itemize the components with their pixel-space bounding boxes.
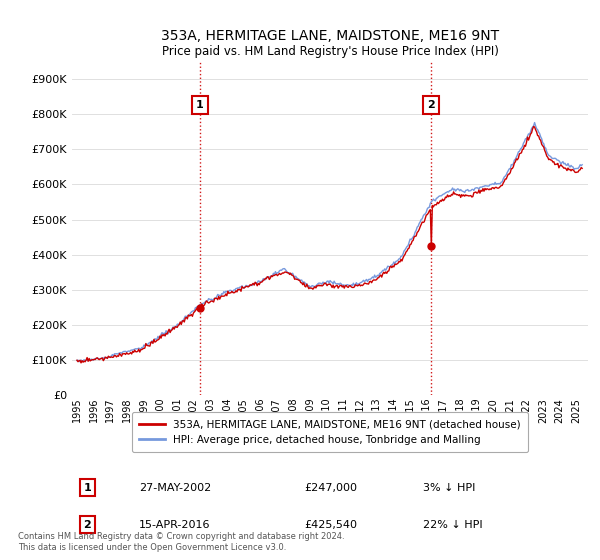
Text: 3% ↓ HPI: 3% ↓ HPI xyxy=(423,483,475,493)
Text: 27-MAY-2002: 27-MAY-2002 xyxy=(139,483,211,493)
Text: 2: 2 xyxy=(427,100,435,110)
Text: 353A, HERMITAGE LANE, MAIDSTONE, ME16 9NT: 353A, HERMITAGE LANE, MAIDSTONE, ME16 9N… xyxy=(161,29,499,44)
Text: 1: 1 xyxy=(196,100,204,110)
Text: Price paid vs. HM Land Registry's House Price Index (HPI): Price paid vs. HM Land Registry's House … xyxy=(161,45,499,58)
Text: £247,000: £247,000 xyxy=(304,483,357,493)
Text: 1: 1 xyxy=(83,483,91,493)
Text: 2: 2 xyxy=(83,520,91,530)
Text: 22% ↓ HPI: 22% ↓ HPI xyxy=(423,520,482,530)
Text: £425,540: £425,540 xyxy=(304,520,357,530)
Text: 15-APR-2016: 15-APR-2016 xyxy=(139,520,211,530)
Text: Contains HM Land Registry data © Crown copyright and database right 2024.
This d: Contains HM Land Registry data © Crown c… xyxy=(18,532,344,552)
Legend: 353A, HERMITAGE LANE, MAIDSTONE, ME16 9NT (detached house), HPI: Average price, : 353A, HERMITAGE LANE, MAIDSTONE, ME16 9N… xyxy=(132,412,528,452)
